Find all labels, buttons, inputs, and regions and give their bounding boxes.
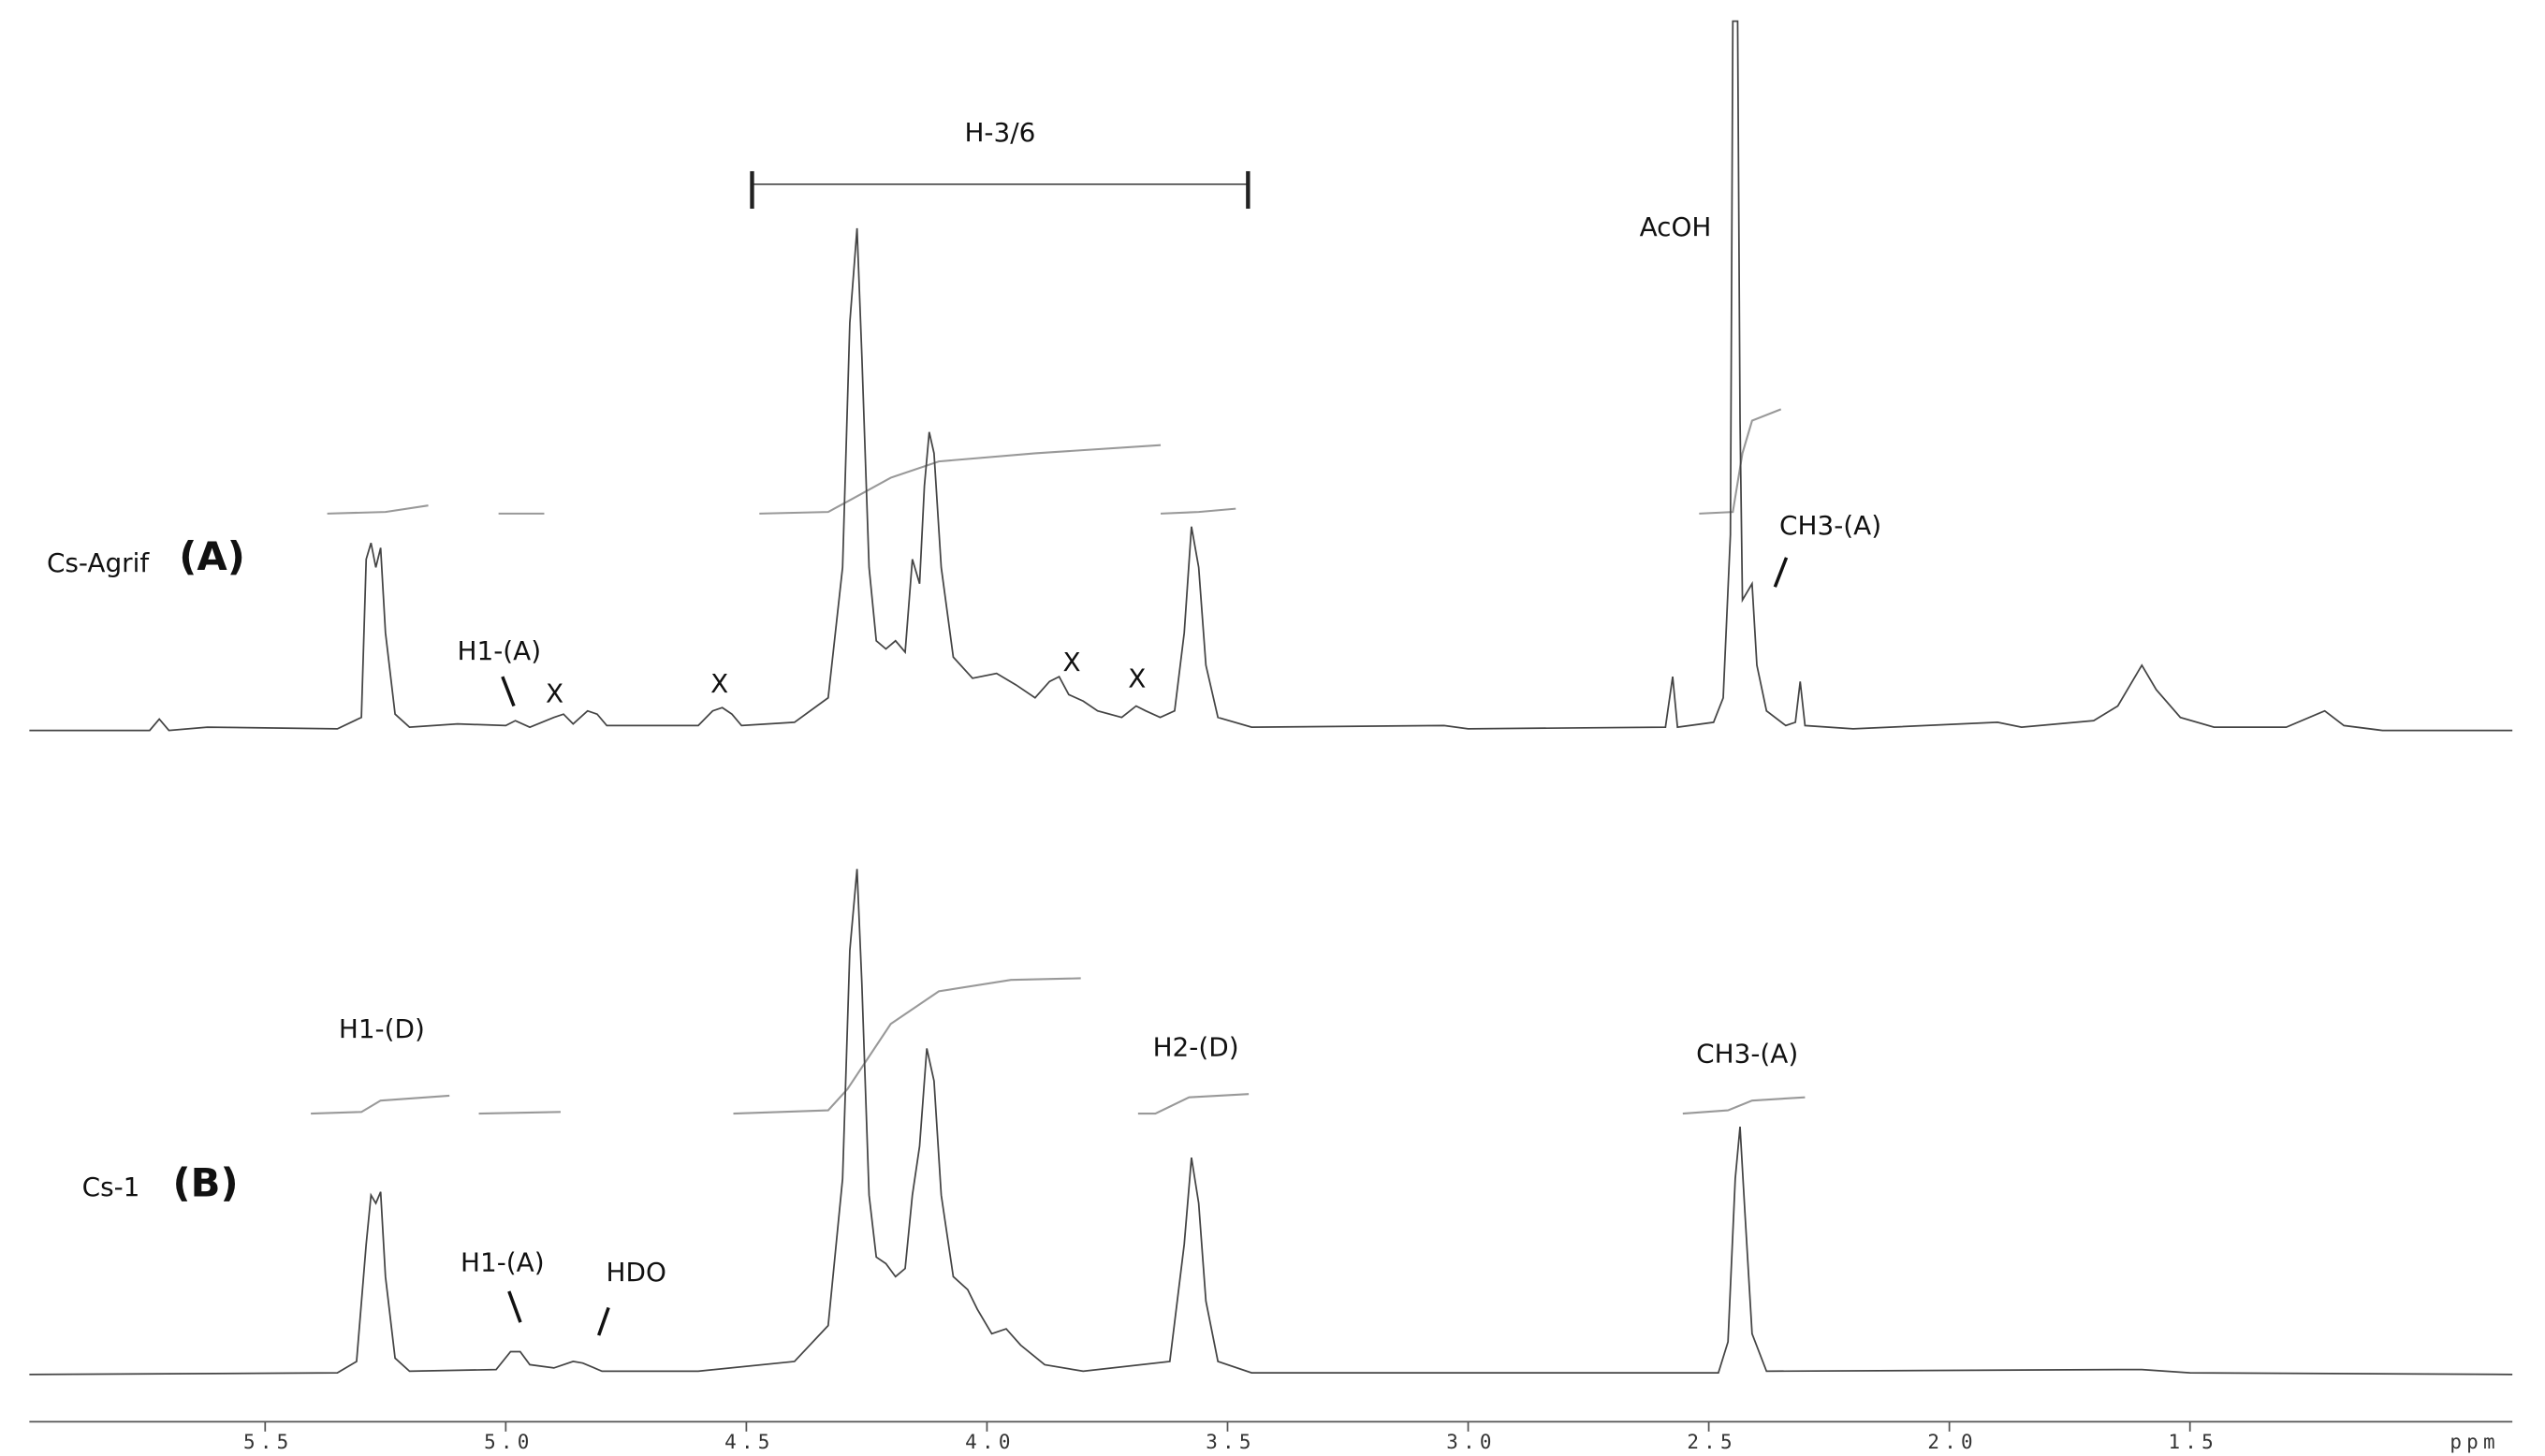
integral-curve — [1160, 507, 1236, 515]
integral-curve — [759, 444, 1162, 515]
annotation: H1-(A) — [461, 1246, 545, 1277]
sample-label: Cs-1 — [82, 1172, 140, 1202]
x-tick-label: 2.5 — [1687, 1431, 1736, 1453]
annotation: H1-(D) — [339, 1013, 425, 1044]
integral-curve — [478, 1111, 561, 1115]
integral-curve — [311, 1094, 450, 1115]
x-tick-label: 5.5 — [243, 1431, 293, 1453]
x-tick-label: 4.0 — [965, 1431, 1015, 1453]
x-tick-label: 3.0 — [1446, 1431, 1496, 1453]
h36-bracket — [750, 170, 1251, 210]
annotation: X — [546, 677, 563, 708]
pointers — [501, 557, 1789, 1336]
integral-curve — [1137, 1093, 1250, 1115]
annotation: X — [710, 668, 728, 699]
annotation: H1-(A) — [458, 635, 542, 666]
sample-label: Cs-Agrif — [47, 547, 150, 578]
annotation: CH3-(A) — [1779, 510, 1881, 541]
integral-curve — [1682, 1096, 1806, 1115]
spectrum-line — [29, 20, 2513, 732]
x-axis-label: ppm — [2450, 1431, 2499, 1453]
annotation: H-3/6 — [964, 117, 1035, 148]
integral-curve — [1699, 408, 1782, 515]
annotation: CH3-(A) — [1696, 1038, 1798, 1069]
panel-label: (A) — [179, 533, 245, 579]
integral-curve — [733, 977, 1081, 1115]
panel-label: (B) — [173, 1159, 239, 1205]
annotation: H2-(D) — [1153, 1031, 1239, 1062]
annotation: X — [1128, 663, 1146, 694]
annotation: X — [1063, 647, 1081, 677]
annotation: HDO — [607, 1257, 666, 1288]
x-tick-label: 4.5 — [724, 1431, 774, 1453]
x-tick-label: 3.5 — [1206, 1431, 1255, 1453]
x-tick-label: 2.0 — [1927, 1431, 1977, 1453]
annotation: AcOH — [1640, 211, 1712, 242]
spectrum-line — [29, 868, 2513, 1376]
x-tick-label: 1.5 — [2168, 1431, 2217, 1453]
x-tick-label: 5.0 — [484, 1431, 534, 1453]
integral-curve — [327, 504, 429, 515]
